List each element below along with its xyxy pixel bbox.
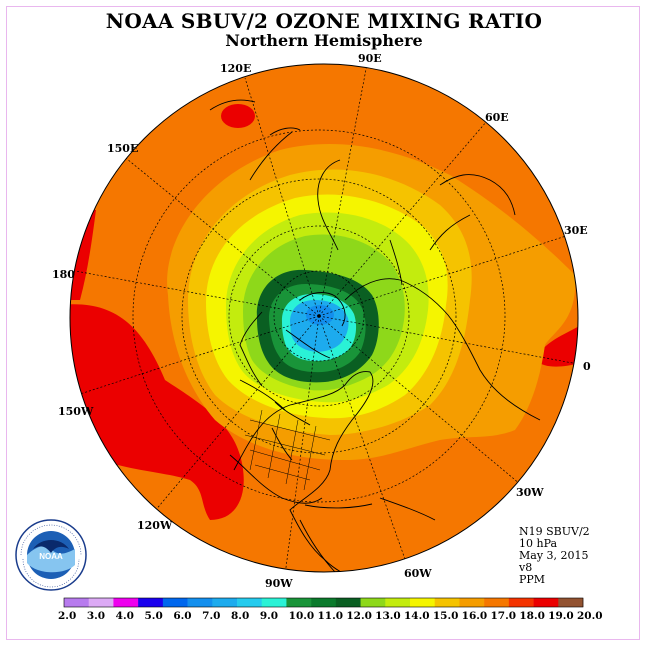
colorbar-tick-label: 11.0: [317, 610, 344, 622]
colorbar-tick-label: 10.0: [288, 610, 315, 622]
lon-label-60e: 60E: [485, 111, 509, 124]
us-state-lines: [244, 409, 331, 491]
colorbar-tick-label: 12.0: [346, 610, 372, 622]
map-subtitle: Northern Hemisphere: [225, 31, 423, 50]
lon-label-120w: 120W: [137, 519, 173, 532]
colorbar-swatch: [64, 598, 90, 607]
info-date: May 3, 2015: [519, 549, 589, 562]
colorbar-swatch: [360, 598, 386, 607]
colorbar-tick-label: 3.0: [86, 610, 106, 622]
colorbar-tick-label: 8.0: [231, 610, 250, 622]
info-pressure: 10 hPa: [519, 537, 558, 550]
colorbar-tick-label: 7.0: [202, 610, 221, 622]
colorbar-swatch: [187, 598, 213, 607]
ozone-band-18-north: [221, 104, 255, 128]
lon-label-150w: 150W: [58, 405, 94, 418]
colorbar-tick-label: 15.0: [432, 610, 459, 622]
colorbar-swatch: [237, 598, 263, 607]
map-boundary: [69, 63, 579, 573]
lon-label-120e: 120E: [220, 62, 252, 75]
colorbar-swatch: [212, 598, 238, 607]
colorbar-tick-label: 19.0: [548, 610, 574, 622]
colorbar-swatch: [311, 598, 337, 607]
colorbar-tick-label: 18.0: [519, 610, 545, 622]
colorbar-swatch: [261, 598, 287, 607]
info-units: PPM: [519, 573, 546, 586]
colorbar-swatch: [410, 598, 436, 607]
lon-label-60w: 60W: [404, 567, 432, 580]
colorbar-tick-label: 20.0: [577, 610, 603, 622]
colorbar-tick-label: 17.0: [490, 610, 517, 622]
colorbar-tick-label: 16.0: [461, 610, 488, 622]
colorbar-swatch: [162, 598, 188, 607]
ozone-band-18-west: [70, 304, 244, 520]
colorbar: [63, 597, 584, 608]
latitude-circles: [132, 129, 506, 503]
colorbar-swatch: [335, 598, 361, 607]
dataset-info: N19 SBUV/2 10 hPa May 3, 2015 v8 PPM: [519, 526, 590, 586]
figure-frame: [6, 6, 640, 640]
colorbar-swatch: [558, 598, 584, 607]
colorbar-tick-label: 9.0: [259, 610, 279, 622]
colorbar-border: [63, 597, 584, 608]
colorbar-tick-label: 14.0: [404, 610, 430, 622]
colorbar-swatch: [459, 598, 485, 607]
lon-label-0: 0: [583, 360, 591, 373]
colorbar-swatch: [533, 598, 559, 607]
svg-text:NOAA: NOAA: [39, 552, 63, 561]
ozone-band-8: [290, 300, 349, 352]
map-title: NOAA SBUV/2 OZONE MIXING RATIO: [105, 9, 543, 33]
colorbar-swatch: [113, 598, 139, 607]
colorbar-tick-label: 4.0: [115, 610, 134, 622]
colorbar-swatch: [508, 598, 534, 607]
lon-label-180: 180: [52, 268, 75, 281]
info-version: v8: [519, 561, 533, 574]
colorbar-swatch: [385, 598, 411, 607]
colorbar-swatch: [138, 598, 164, 607]
lon-label-30e: 30E: [564, 224, 588, 237]
colorbar-tick-label: 5.0: [144, 610, 163, 622]
coastlines: [209, 99, 541, 572]
colorbar-swatch: [88, 598, 114, 607]
colorbar-swatch: [434, 598, 460, 607]
meridians: [70, 64, 578, 572]
noaa-logo: NOAA: [15, 519, 87, 591]
colorbar-swatch: [484, 598, 510, 607]
colorbar-tick-label: 2.0: [58, 610, 77, 622]
info-instrument: N19 SBUV/2: [519, 525, 590, 538]
lon-label-90e: 90E: [358, 52, 382, 65]
lon-label-150e: 150E: [107, 142, 139, 155]
lon-label-30w: 30W: [516, 486, 544, 499]
colorbar-tick-label: 6.0: [173, 610, 192, 622]
colorbar-swatch: [286, 598, 312, 607]
colorbar-tick-label: 13.0: [375, 610, 401, 622]
lon-label-90w: 90W: [265, 577, 293, 590]
